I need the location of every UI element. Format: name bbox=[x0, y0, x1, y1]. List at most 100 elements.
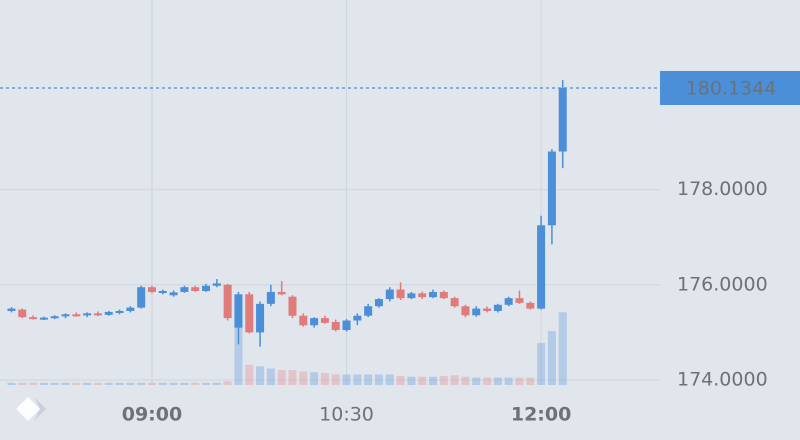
volume-bar bbox=[537, 343, 546, 385]
volume-bar bbox=[180, 382, 189, 385]
last-price-label: 180.1344 bbox=[686, 77, 777, 99]
candle-body bbox=[115, 310, 124, 313]
candle-body bbox=[429, 291, 438, 298]
candle-body bbox=[83, 313, 92, 316]
candle-body bbox=[234, 294, 243, 328]
candle-body bbox=[191, 287, 200, 291]
candle-body bbox=[331, 321, 340, 331]
candle-body bbox=[537, 225, 546, 309]
volume-bar bbox=[234, 310, 243, 385]
volume-bar bbox=[461, 376, 470, 385]
volume-bar bbox=[418, 376, 427, 385]
candle-body bbox=[256, 303, 265, 333]
candle-body bbox=[299, 315, 308, 326]
candle-body bbox=[353, 315, 362, 321]
volume-bar bbox=[7, 382, 16, 385]
volume-bar bbox=[439, 376, 448, 385]
candle-body bbox=[29, 317, 38, 320]
volume-bar bbox=[407, 376, 416, 385]
candle-body bbox=[288, 296, 297, 316]
volume-bar bbox=[299, 371, 308, 385]
volume-bar bbox=[353, 374, 362, 385]
volume-bar bbox=[72, 382, 81, 385]
volume-bar bbox=[526, 377, 535, 385]
volume-bar bbox=[429, 376, 438, 385]
volume-bar bbox=[374, 374, 383, 385]
volume-bar bbox=[39, 382, 48, 385]
candle-body bbox=[320, 318, 329, 323]
volume-bar bbox=[223, 381, 232, 385]
volume-bar bbox=[266, 368, 275, 385]
candle-body bbox=[364, 306, 373, 316]
volume-bar bbox=[385, 374, 394, 385]
volume-bar bbox=[50, 382, 59, 385]
y-tick-label: 178.0000 bbox=[677, 178, 768, 200]
candle-body bbox=[547, 151, 556, 226]
volume-bar bbox=[29, 382, 38, 385]
candle-body bbox=[558, 87, 567, 152]
candle-body bbox=[439, 291, 448, 299]
x-tick-label: 09:00 bbox=[122, 404, 182, 426]
candle-body bbox=[180, 287, 189, 292]
volume-bar bbox=[288, 370, 297, 385]
candle-body bbox=[504, 298, 513, 305]
candle-body bbox=[266, 291, 275, 304]
volume-bar bbox=[472, 377, 481, 385]
volume-bar bbox=[515, 377, 524, 385]
volume-bar bbox=[558, 312, 567, 385]
candle-body bbox=[72, 314, 81, 317]
candle-body bbox=[472, 308, 481, 316]
y-tick-label: 174.0000 bbox=[677, 369, 768, 391]
candle-body bbox=[310, 318, 319, 326]
volume-bar bbox=[93, 382, 102, 385]
candle-body bbox=[169, 292, 178, 296]
volume-bar bbox=[493, 377, 502, 385]
y-tick-label: 176.0000 bbox=[677, 273, 768, 295]
volume-bar bbox=[331, 374, 340, 385]
candle-body bbox=[461, 306, 470, 316]
volume-bar bbox=[212, 382, 221, 385]
candle-body bbox=[483, 308, 492, 311]
candle-body bbox=[202, 285, 211, 291]
candle-body bbox=[385, 289, 394, 300]
candle-body bbox=[450, 298, 459, 307]
volume-bar bbox=[158, 382, 167, 385]
candle-body bbox=[526, 302, 535, 309]
volume-bar bbox=[483, 377, 492, 385]
volume-bar bbox=[396, 376, 405, 385]
volume-bar bbox=[364, 374, 373, 385]
volume-bar bbox=[504, 377, 513, 385]
last-price-box bbox=[660, 70, 800, 105]
candle-body bbox=[50, 316, 59, 319]
candle-body bbox=[407, 293, 416, 299]
candle-body bbox=[223, 284, 232, 319]
candle-body bbox=[61, 314, 70, 317]
x-tick-label: 10:30 bbox=[319, 404, 374, 426]
candle-body bbox=[93, 313, 102, 316]
candle-body bbox=[277, 291, 286, 295]
volume-bar bbox=[83, 382, 92, 385]
candle-body bbox=[396, 289, 405, 299]
candle-body bbox=[342, 320, 351, 331]
candle-body bbox=[18, 309, 27, 318]
candle-body bbox=[245, 294, 254, 333]
candle-body bbox=[212, 283, 221, 286]
candle-body bbox=[104, 311, 113, 315]
candle-body bbox=[515, 298, 524, 303]
volume-bar bbox=[147, 382, 156, 385]
candle-body bbox=[7, 308, 16, 311]
candle-body bbox=[158, 290, 167, 293]
x-tick-label: 12:00 bbox=[511, 404, 571, 426]
candle-body bbox=[39, 317, 48, 320]
candle-body bbox=[137, 287, 146, 308]
volume-bar bbox=[256, 366, 265, 385]
volume-bar bbox=[547, 331, 556, 385]
volume-bar bbox=[310, 372, 319, 385]
volume-bar bbox=[320, 373, 329, 385]
volume-bar bbox=[115, 382, 124, 385]
volume-bar bbox=[202, 382, 211, 385]
volume-bar bbox=[277, 370, 286, 385]
candle-body bbox=[147, 287, 156, 292]
volume-bar bbox=[137, 382, 146, 385]
